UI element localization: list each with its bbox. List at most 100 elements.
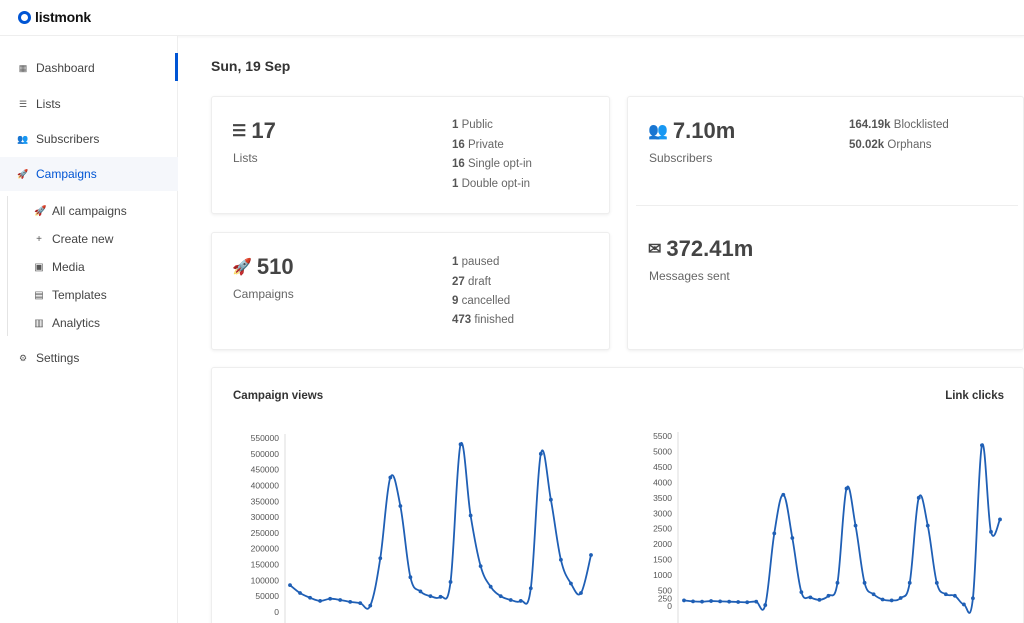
sub-item-create-new[interactable]: + Create new [34, 229, 113, 249]
sub-item-all-campaigns[interactable]: 🚀 All campaigns [34, 201, 127, 221]
data-point[interactable] [961, 602, 966, 607]
data-point[interactable] [880, 597, 885, 602]
data-point[interactable] [799, 590, 804, 594]
data-point[interactable] [298, 591, 302, 595]
data-point[interactable] [458, 442, 463, 447]
data-point[interactable] [538, 451, 543, 456]
data-point[interactable] [754, 599, 759, 604]
data-point[interactable] [808, 595, 813, 600]
data-point[interactable] [579, 591, 583, 595]
data-point[interactable] [790, 536, 795, 540]
data-point[interactable] [998, 517, 1002, 522]
sub-item-media[interactable]: ▣ Media [34, 257, 85, 277]
data-point[interactable] [548, 497, 553, 502]
campaigns-card[interactable]: 🚀 510 Campaigns 1 paused 27 draft 9 canc… [211, 232, 610, 350]
y-tick-label: 500 [658, 586, 672, 596]
rocket-icon: 🚀 [17, 168, 29, 179]
y-tick-label: 250000 [251, 528, 280, 538]
list-icon: ☰ [232, 123, 247, 140]
subscribers-messages-card[interactable]: 👥 7.10m Subscribers 164.19k Blocklisted … [627, 96, 1024, 350]
data-point[interactable] [438, 594, 443, 599]
data-point[interactable] [718, 599, 723, 604]
data-point[interactable] [328, 596, 333, 601]
data-point[interactable] [691, 599, 695, 604]
data-point[interactable] [745, 600, 750, 605]
data-point[interactable] [736, 600, 741, 604]
data-point[interactable] [889, 598, 894, 603]
data-point[interactable] [727, 599, 732, 604]
app-logo[interactable]: listmonk [18, 9, 91, 25]
data-point[interactable] [528, 586, 533, 591]
data-point[interactable] [709, 599, 713, 603]
lists-card[interactable]: ☰ 17 Lists 1 Public 16 Private 16 Single… [211, 96, 610, 214]
data-point[interactable] [348, 599, 353, 604]
data-point[interactable] [989, 529, 993, 534]
sidebar-item-settings[interactable]: ⚙ Settings [0, 341, 178, 375]
sidebar-item-lists[interactable]: ☰ Lists [0, 87, 178, 121]
bar-chart-icon: ▥ [34, 317, 44, 329]
data-point[interactable] [428, 594, 433, 599]
data-point[interactable] [916, 495, 921, 500]
sidebar-item-dashboard[interactable]: ▦ Dashboard [0, 51, 178, 85]
data-point[interactable] [398, 504, 403, 508]
data-point[interactable] [826, 593, 831, 598]
messages-count-value: 372.41m [666, 236, 754, 261]
data-point[interactable] [925, 523, 930, 528]
list-icon: ☰ [18, 98, 28, 109]
data-point[interactable] [498, 594, 503, 599]
data-point[interactable] [952, 593, 957, 598]
data-point[interactable] [418, 589, 423, 594]
data-point[interactable] [518, 599, 523, 603]
subscribers-stat-blocklisted: 164.19k Blocklisted [849, 119, 949, 131]
data-point[interactable] [763, 603, 768, 607]
data-point[interactable] [817, 597, 822, 602]
data-point[interactable] [378, 556, 383, 561]
data-point[interactable] [508, 598, 513, 602]
data-point[interactable] [907, 580, 912, 585]
data-point[interactable] [971, 596, 975, 601]
y-tick-label: 300000 [251, 512, 280, 522]
data-point[interactable] [853, 523, 858, 528]
sub-item-analytics[interactable]: ▥ Analytics [34, 313, 100, 333]
lists-stat-double-optin: 1 Double opt-in [452, 178, 531, 190]
data-point[interactable] [871, 592, 876, 597]
data-point[interactable] [468, 513, 473, 518]
y-tick-label: 0 [274, 607, 279, 617]
sub-item-label: Analytics [52, 316, 101, 330]
data-point[interactable] [898, 596, 903, 600]
chart-title-link-clicks: Link clicks [945, 390, 1004, 402]
data-point[interactable] [934, 580, 939, 585]
data-point[interactable] [844, 486, 849, 491]
data-point[interactable] [781, 492, 786, 497]
data-point[interactable] [478, 564, 483, 569]
sidebar-item-campaigns[interactable]: 🚀 Campaigns [0, 157, 178, 191]
data-point[interactable] [368, 603, 373, 608]
sub-item-label: Media [52, 260, 85, 274]
sidebar-item-label: Lists [36, 97, 61, 111]
campaigns-stat-paused: 1 paused [452, 256, 500, 268]
campaign-views-chart: 0 50000 100000 150000 200000 250000 300000 3500… [251, 433, 593, 623]
data-point[interactable] [408, 575, 413, 580]
data-point[interactable] [338, 598, 343, 602]
data-point[interactable] [288, 583, 292, 588]
data-point[interactable] [682, 598, 686, 603]
sub-item-label: Create new [52, 232, 114, 246]
data-point[interactable] [318, 599, 322, 603]
sub-item-templates[interactable]: ▤ Templates [34, 285, 106, 305]
data-point[interactable] [862, 580, 867, 585]
data-point[interactable] [488, 584, 493, 589]
data-point[interactable] [772, 531, 777, 536]
data-point[interactable] [943, 592, 948, 597]
sidebar-item-subscribers[interactable]: 👥 Subscribers [0, 122, 178, 156]
data-point[interactable] [388, 475, 393, 480]
data-point[interactable] [835, 580, 840, 585]
data-point[interactable] [559, 557, 563, 562]
data-point[interactable] [358, 601, 363, 606]
data-point[interactable] [448, 580, 453, 584]
data-point[interactable] [308, 595, 312, 600]
data-point[interactable] [569, 581, 573, 586]
sidebar-item-label: Campaigns [36, 167, 97, 181]
data-point[interactable] [700, 599, 704, 604]
data-point[interactable] [589, 553, 593, 557]
data-point[interactable] [980, 443, 984, 448]
